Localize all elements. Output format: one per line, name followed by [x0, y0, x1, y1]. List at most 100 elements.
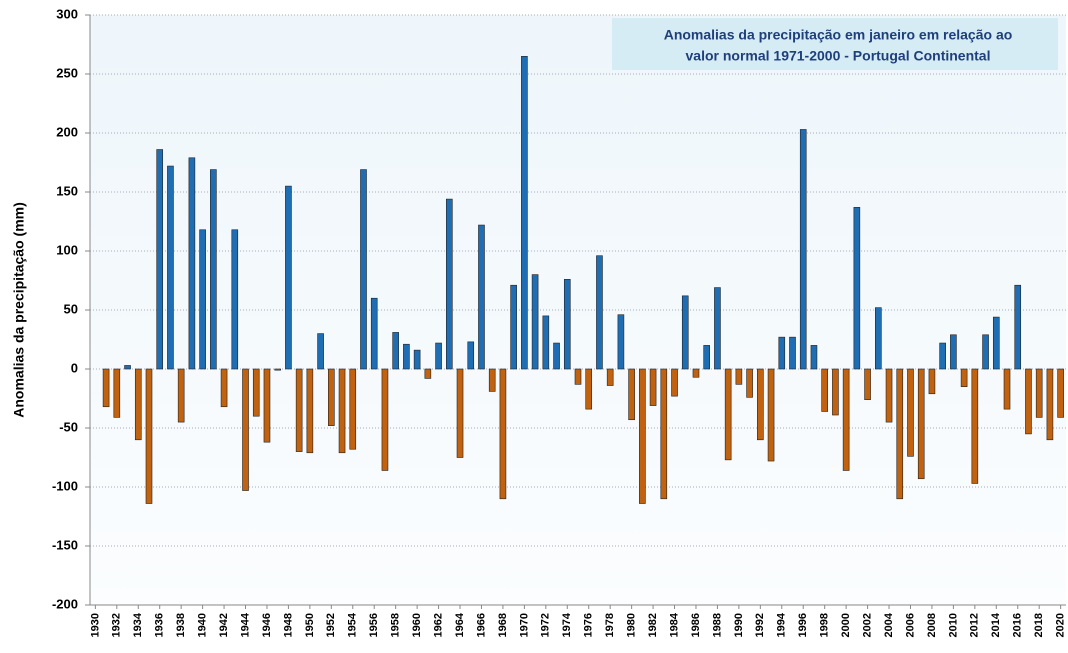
x-tick-label: 1998: [819, 613, 831, 637]
bar: [563, 279, 571, 370]
bar: [896, 368, 904, 500]
bar: [799, 129, 807, 370]
bar: [574, 368, 582, 385]
bar: [596, 255, 603, 370]
bar: [285, 185, 292, 370]
bar: [810, 345, 818, 370]
bar: [102, 368, 110, 408]
bar: [971, 368, 979, 484]
bar: [456, 368, 464, 458]
bar: [703, 345, 711, 370]
bar: [177, 368, 185, 423]
x-tick-label: 2000: [840, 613, 852, 637]
bar: [735, 368, 743, 385]
bar: [188, 157, 196, 370]
x-tick-label: 1954: [347, 612, 359, 637]
y-tick-label: 50: [64, 301, 78, 316]
bar: [210, 169, 217, 370]
bar: [885, 368, 893, 423]
bar: [1046, 368, 1054, 441]
bar: [413, 349, 421, 370]
bar: [542, 315, 550, 370]
bar: [274, 368, 281, 371]
bar: [113, 368, 121, 418]
x-tick-label: 1962: [432, 613, 444, 637]
bar: [349, 368, 357, 450]
bar: [328, 368, 335, 426]
bar: [338, 368, 346, 454]
x-tick-label: 1930: [89, 613, 101, 637]
bar: [789, 336, 796, 370]
bar: [1057, 368, 1064, 418]
x-tick-label: 2004: [883, 612, 895, 637]
bar: [306, 368, 314, 454]
bar: [1025, 368, 1032, 435]
bar: [907, 368, 914, 457]
x-tick-label: 1934: [132, 612, 144, 637]
x-tick-label: 1992: [754, 613, 766, 637]
bar: [403, 343, 410, 370]
bar: [445, 198, 453, 370]
x-tick-label: 1996: [797, 613, 809, 637]
bar: [531, 274, 539, 370]
bar: [757, 368, 764, 441]
bar: [553, 342, 560, 370]
bar: [917, 368, 925, 480]
bar: [746, 368, 753, 398]
bar: [145, 368, 153, 504]
bar: [864, 368, 871, 400]
bar: [263, 368, 271, 443]
bar: [681, 295, 689, 370]
x-tick-label: 1952: [325, 613, 337, 637]
bar: [671, 368, 678, 397]
x-tick-label: 1956: [368, 613, 380, 637]
bar: [960, 368, 968, 388]
bar: [1014, 284, 1022, 370]
x-tick-label: 2002: [861, 613, 873, 637]
bar: [628, 368, 635, 421]
y-tick-label: 250: [56, 65, 78, 80]
bar: [692, 368, 700, 378]
bar: [585, 368, 593, 410]
bar: [606, 368, 614, 386]
bar: [295, 368, 303, 452]
x-tick-label: 1968: [497, 613, 509, 637]
y-tick-label: 100: [56, 242, 78, 257]
bar: [488, 368, 496, 392]
bar: [124, 365, 131, 370]
bar: [467, 341, 475, 370]
x-tick-label: 1966: [475, 613, 487, 637]
x-tick-label: 2016: [1012, 613, 1024, 637]
bar: [832, 368, 839, 416]
bar: [478, 224, 485, 370]
bar: [1003, 368, 1011, 410]
x-tick-label: 1994: [776, 612, 788, 637]
bar: [778, 336, 786, 370]
bar: [950, 334, 957, 370]
x-tick-label: 1940: [197, 613, 209, 637]
bar: [499, 368, 507, 500]
x-tick-label: 2012: [969, 613, 981, 637]
y-axis-label: Anomalias da precipitação (mm): [11, 202, 27, 418]
bar: [242, 368, 249, 491]
x-tick-label: 1988: [711, 613, 723, 637]
x-tick-label: 2006: [904, 613, 916, 637]
bar: [510, 284, 517, 370]
bar: [875, 307, 882, 370]
x-tick-label: 2020: [1055, 613, 1067, 637]
x-tick-label: 1990: [733, 613, 745, 637]
x-tick-label: 2018: [1033, 613, 1045, 637]
y-tick-label: 0: [71, 360, 78, 375]
bar: [821, 368, 828, 412]
y-tick-label: 300: [56, 6, 78, 21]
bar: [424, 368, 432, 379]
bar: [392, 332, 399, 370]
bar: [1035, 368, 1043, 418]
bar: [167, 165, 174, 370]
x-tick-label: 1980: [626, 613, 638, 637]
bar: [252, 368, 260, 417]
x-tick-label: 1978: [604, 613, 616, 637]
y-tick-label: 150: [56, 183, 78, 198]
bar: [360, 169, 367, 370]
bar: [617, 314, 625, 370]
